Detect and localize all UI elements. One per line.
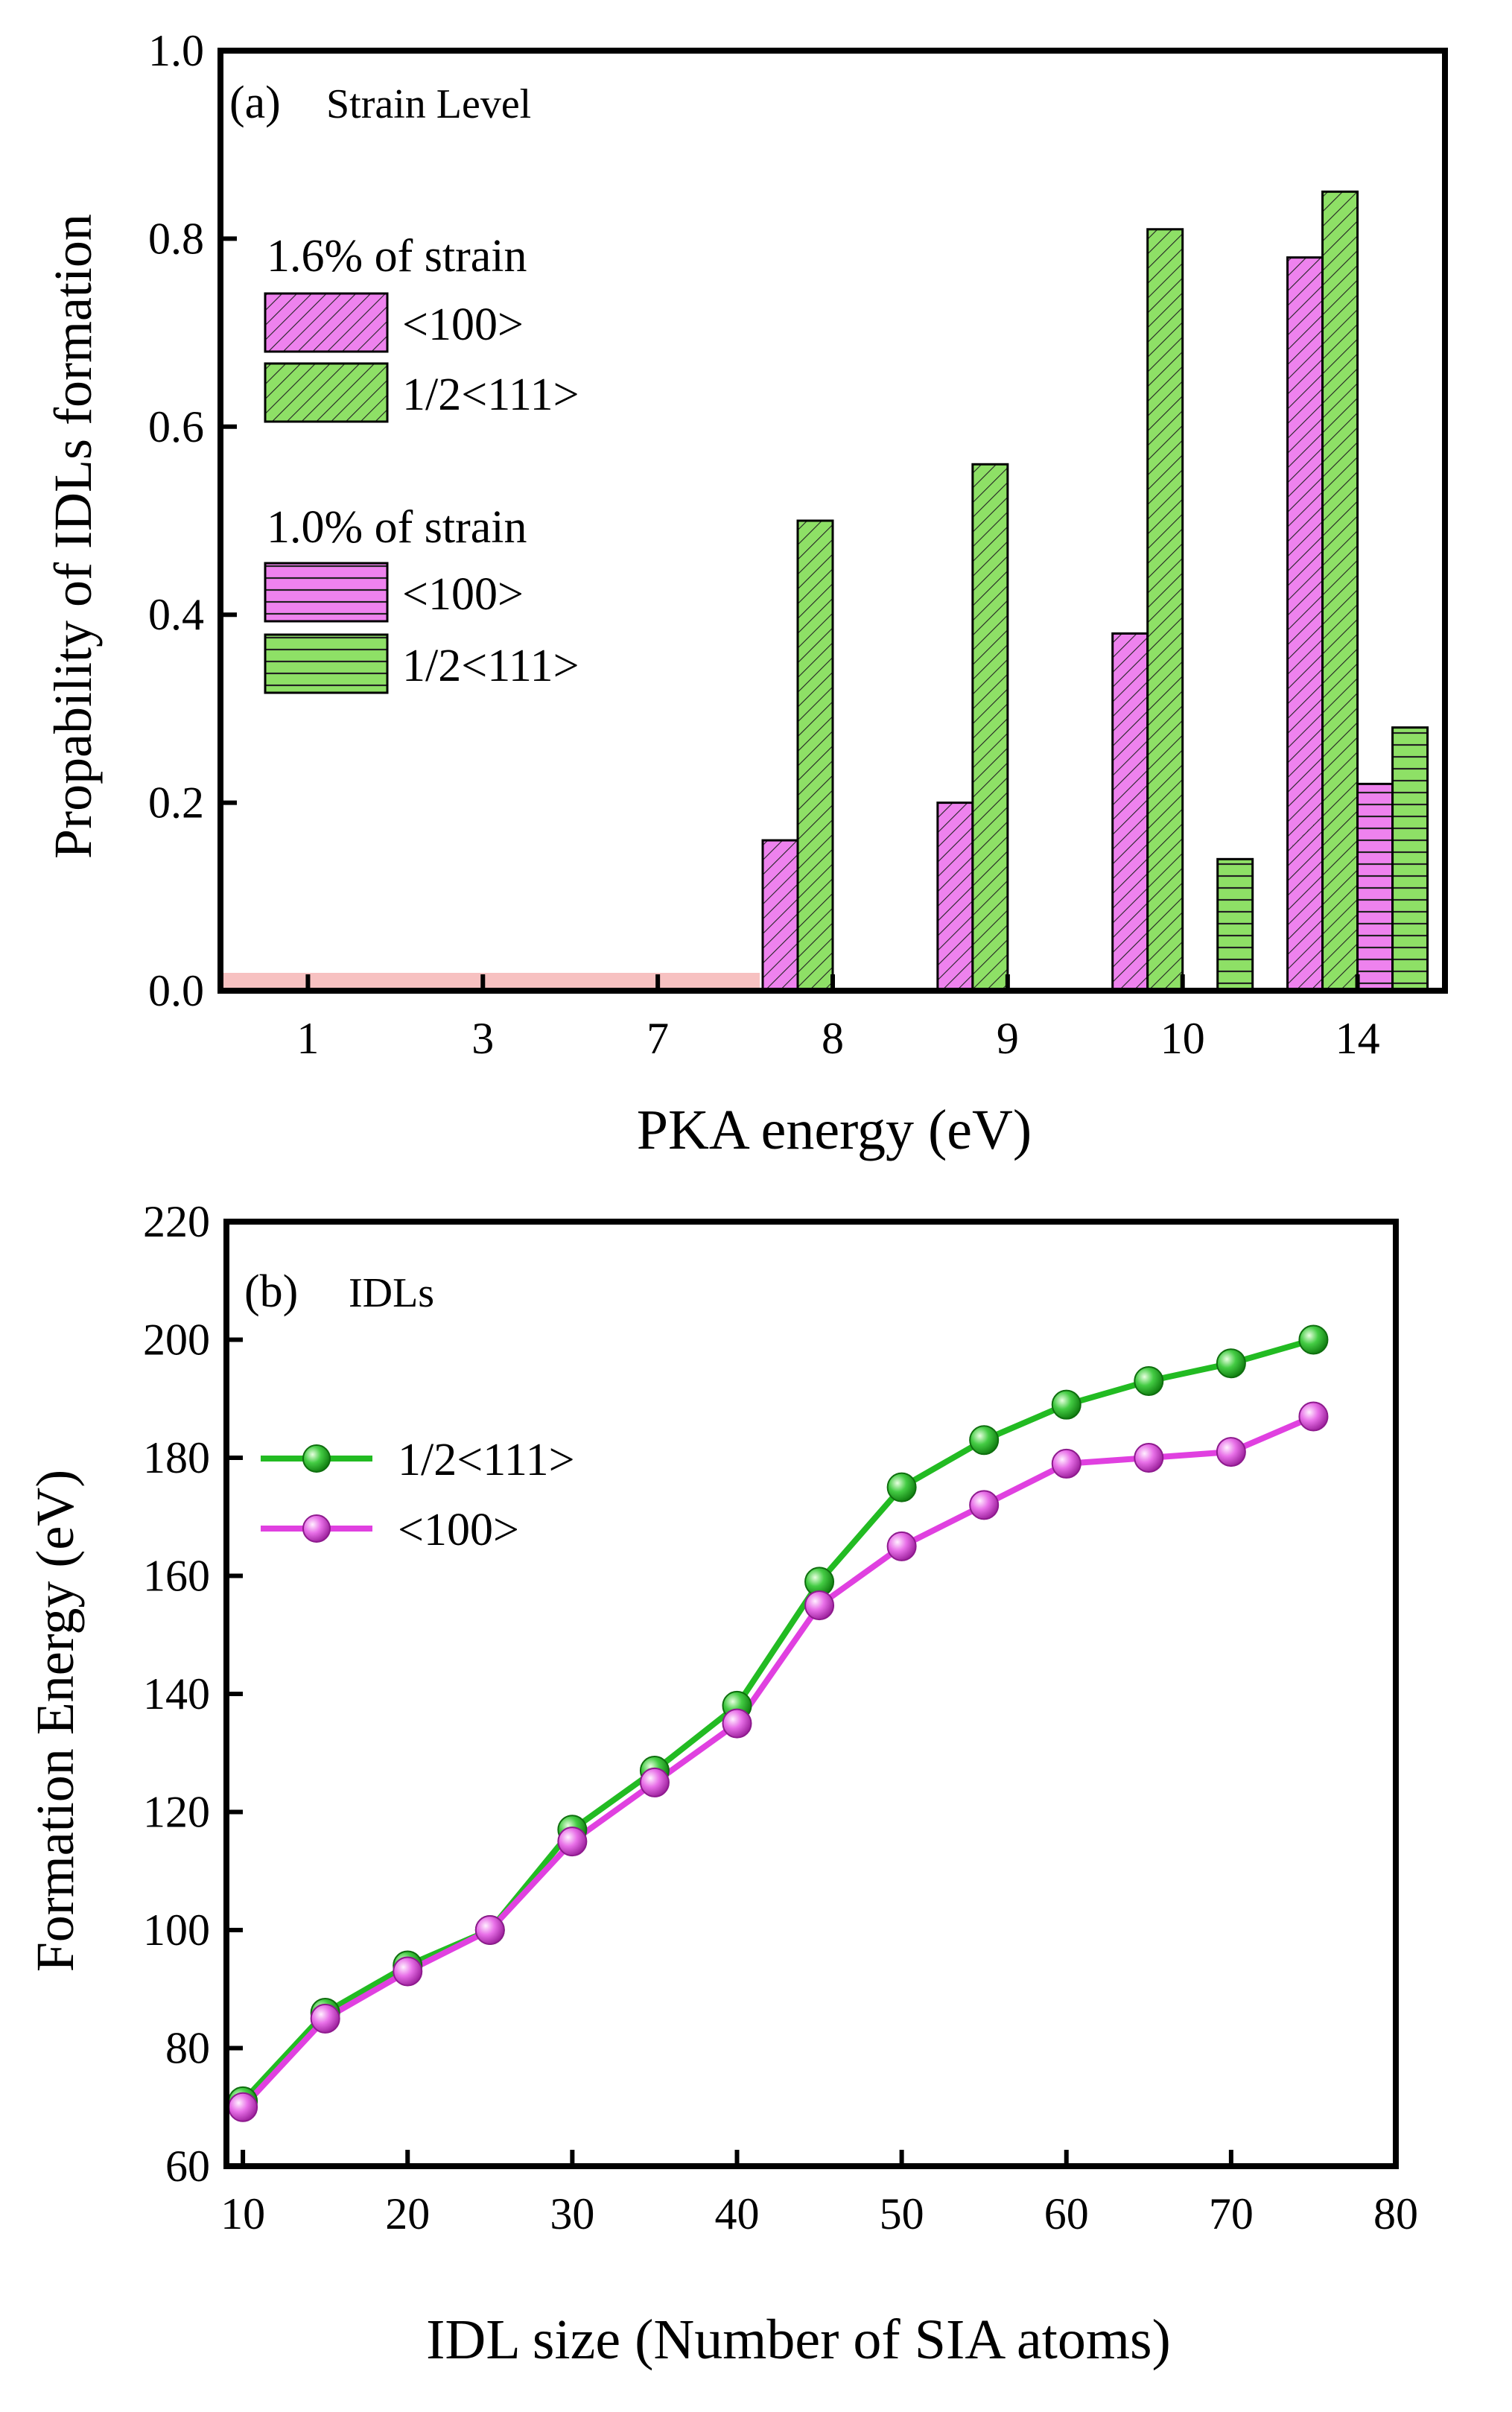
data-point-111 <box>886 1472 917 1502</box>
x-tick-label: 10 <box>1160 1014 1205 1063</box>
panel-a-y-ticks: 0.0 0.2 0.4 0.6 0.8 1.0 <box>148 26 237 1015</box>
bar-111-strain-1-6 <box>1146 228 1184 992</box>
data-point-100 <box>886 1531 917 1561</box>
data-point-100 <box>722 1708 752 1739</box>
legend-label-111-strain-1-0: 1/2<111> <box>402 641 579 691</box>
bar-100-strain-1-6 <box>761 839 799 992</box>
x-tick-label: 7 <box>647 1014 669 1063</box>
data-point-111 <box>1134 1365 1164 1396</box>
panel-a-y-axis-label: Propability of IDLs formation <box>43 214 103 859</box>
legend-label-111-strain-1-6: 1/2<111> <box>402 369 579 420</box>
data-point-100 <box>1298 1401 1329 1432</box>
bar-111-strain-1-0 <box>1391 726 1429 992</box>
x-tick-label: 14 <box>1335 1014 1380 1063</box>
y-tick-label: 0.6 <box>148 402 204 451</box>
x-tick-label: 1 <box>296 1014 319 1063</box>
data-point-100 <box>557 1827 588 1857</box>
panel-a-title: Strain Level <box>326 81 531 127</box>
y-tick-label: 1.0 <box>148 26 204 75</box>
x-tick-label: 9 <box>997 1014 1019 1063</box>
x-tick-label: 3 <box>471 1014 494 1063</box>
x-tick-label: 8 <box>822 1014 844 1063</box>
data-point-100 <box>1051 1448 1081 1479</box>
panel-b-line-chart: 60 80 100 120 140 160 180 200 220 10 20 30 40 50 60 70… <box>25 1197 1418 2371</box>
x-tick-label: 40 <box>714 2189 759 2238</box>
panel-a-label: (a) <box>229 77 281 128</box>
x-tick-label: 10 <box>220 2189 265 2238</box>
y-tick-label: 0.4 <box>148 590 204 639</box>
y-tick-label: 60 <box>165 2142 210 2191</box>
data-point-111 <box>969 1425 1000 1456</box>
data-point-100 <box>228 2092 258 2122</box>
x-tick-label: 80 <box>1373 2189 1418 2238</box>
legend-heading-strain-1-0: 1.0% of strain <box>267 502 527 553</box>
data-point-111 <box>1216 1348 1246 1379</box>
bar-111-strain-1-6 <box>796 519 834 992</box>
panel-b-legend: 1/2<111> <100> <box>261 1435 575 1555</box>
data-point-111 <box>1298 1324 1329 1355</box>
panel-a-bars <box>761 190 1429 992</box>
y-tick-label: 0.8 <box>148 214 204 263</box>
y-tick-label: 200 <box>143 1316 210 1365</box>
legend-label-100-strain-1-0: <100> <box>402 569 524 620</box>
panel-a-bar-chart: 0.0 0.2 0.4 0.6 0.8 1.0 1 3 7 8 9 10 14 (a) Strain … <box>43 26 1448 1161</box>
data-point-100 <box>1216 1437 1246 1467</box>
x-tick-label: 20 <box>385 2189 430 2238</box>
panel-b-y-axis-label: Formation Energy (eV) <box>25 1470 85 1973</box>
legend-swatch-111-strain-1-6 <box>264 362 389 423</box>
y-tick-label: 220 <box>143 1197 210 1246</box>
data-point-111 <box>1051 1389 1081 1420</box>
bar-111-strain-1-6 <box>1321 190 1359 992</box>
panel-b-y-ticks: 60 80 100 120 140 160 180 200 220 <box>143 1197 243 2191</box>
data-point-100 <box>639 1767 670 1797</box>
bar-111-strain-1-6 <box>971 463 1009 992</box>
panel-a-x-ticks: 1 3 7 8 9 10 14 <box>296 974 1380 1063</box>
y-tick-label: 160 <box>143 1552 210 1601</box>
panel-b-series-points <box>228 1324 1329 2122</box>
x-tick-label: 50 <box>880 2189 924 2238</box>
bar-111-strain-1-0 <box>1216 857 1254 992</box>
bar-100-strain-1-0 <box>1356 782 1394 992</box>
legend-marker-100 <box>302 1514 331 1543</box>
data-point-100 <box>969 1490 1000 1520</box>
data-point-100 <box>804 1590 835 1621</box>
y-tick-label: 120 <box>143 1788 210 1837</box>
y-tick-label: 0.0 <box>148 966 204 1015</box>
legend-label-100: <100> <box>398 1505 519 1555</box>
y-tick-label: 100 <box>143 1905 210 1955</box>
x-tick-label: 70 <box>1209 2189 1254 2238</box>
legend-label-111: 1/2<111> <box>398 1435 575 1485</box>
bar-100-strain-1-6 <box>936 802 974 992</box>
x-tick-label: 60 <box>1044 2189 1089 2238</box>
legend-marker-111 <box>302 1444 331 1473</box>
data-point-100 <box>1134 1443 1164 1473</box>
data-point-100 <box>393 1956 423 1987</box>
panel-b-x-axis-label: IDL size (Number of SIA atoms) <box>426 2308 1171 2371</box>
legend-swatch-111-strain-1-0 <box>264 633 389 694</box>
panel-b-title: IDLs <box>349 1270 434 1316</box>
y-tick-label: 180 <box>143 1433 210 1482</box>
panel-b-x-ticks: 10 20 30 40 50 60 70 80 <box>220 2150 1418 2238</box>
y-tick-label: 80 <box>165 2024 210 2073</box>
legend-swatch-100-strain-1-6 <box>264 292 389 353</box>
y-tick-label: 140 <box>143 1669 210 1718</box>
legend-label-100-strain-1-6: <100> <box>402 299 524 350</box>
y-tick-label: 0.2 <box>148 778 204 828</box>
data-point-100 <box>310 2003 340 2034</box>
data-point-100 <box>474 1915 505 1945</box>
x-tick-label: 30 <box>550 2189 594 2238</box>
panel-a-legend: 1.6% of strain <100> 1/2<111> 1.0% of st… <box>264 231 579 694</box>
panel-a-x-axis-label: PKA energy (eV) <box>637 1099 1032 1161</box>
legend-heading-strain-1-6: 1.6% of strain <box>267 231 527 282</box>
bar-100-strain-1-6 <box>1111 632 1149 992</box>
panel-b-label: (b) <box>244 1266 298 1317</box>
legend-swatch-100-strain-1-0 <box>264 562 389 623</box>
bar-100-strain-1-6 <box>1286 256 1324 992</box>
